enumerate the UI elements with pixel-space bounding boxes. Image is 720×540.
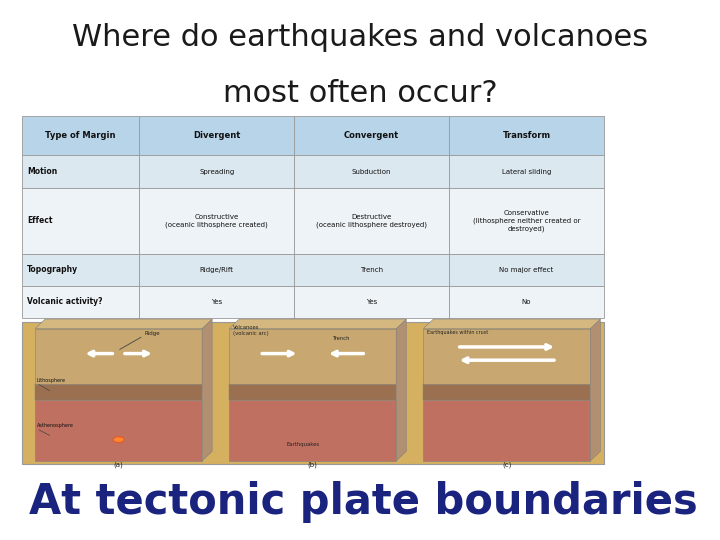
FancyBboxPatch shape — [294, 286, 449, 318]
Text: Yes: Yes — [366, 299, 377, 305]
Polygon shape — [590, 319, 600, 461]
FancyBboxPatch shape — [423, 328, 590, 384]
FancyBboxPatch shape — [22, 286, 140, 318]
Text: Where do earthquakes and volcanoes: Where do earthquakes and volcanoes — [72, 23, 648, 52]
Polygon shape — [35, 319, 212, 328]
Polygon shape — [423, 319, 600, 328]
FancyBboxPatch shape — [294, 156, 449, 187]
FancyBboxPatch shape — [449, 116, 604, 156]
Text: Ridge/Rift: Ridge/Rift — [200, 267, 234, 273]
Text: Subduction: Subduction — [352, 168, 392, 174]
FancyBboxPatch shape — [294, 187, 449, 254]
FancyBboxPatch shape — [35, 384, 202, 400]
FancyBboxPatch shape — [35, 400, 202, 461]
FancyArrowPatch shape — [464, 358, 554, 362]
Text: Motion: Motion — [27, 167, 57, 176]
FancyBboxPatch shape — [229, 400, 396, 461]
FancyArrowPatch shape — [333, 352, 364, 356]
FancyArrowPatch shape — [459, 345, 550, 349]
FancyBboxPatch shape — [449, 187, 604, 254]
Text: (c): (c) — [502, 462, 511, 469]
Text: Effect: Effect — [27, 216, 53, 225]
Text: At tectonic plate boundaries: At tectonic plate boundaries — [29, 481, 698, 523]
FancyBboxPatch shape — [140, 156, 294, 187]
FancyBboxPatch shape — [22, 322, 604, 464]
Text: Earthquakes: Earthquakes — [286, 442, 319, 447]
Text: Yes: Yes — [211, 299, 222, 305]
Text: Lateral sliding: Lateral sliding — [502, 168, 552, 174]
Text: most often occur?: most often occur? — [222, 79, 498, 109]
FancyBboxPatch shape — [22, 254, 140, 286]
FancyBboxPatch shape — [22, 156, 140, 187]
FancyBboxPatch shape — [140, 187, 294, 254]
FancyBboxPatch shape — [294, 254, 449, 286]
FancyBboxPatch shape — [22, 187, 140, 254]
FancyArrowPatch shape — [125, 352, 148, 356]
FancyBboxPatch shape — [140, 116, 294, 156]
Circle shape — [113, 437, 124, 442]
FancyBboxPatch shape — [294, 116, 449, 156]
Text: Trench: Trench — [360, 267, 383, 273]
FancyBboxPatch shape — [35, 328, 202, 384]
Text: Topography: Topography — [27, 265, 78, 274]
Text: Spreading: Spreading — [199, 168, 235, 174]
Text: Conservative
(lithosphere neither created or
destroyed): Conservative (lithosphere neither create… — [473, 210, 580, 232]
Text: Divergent: Divergent — [193, 131, 240, 140]
Text: Volcanoes
(volcanic arc): Volcanoes (volcanic arc) — [233, 326, 269, 336]
Text: No major effect: No major effect — [500, 267, 554, 273]
FancyBboxPatch shape — [449, 286, 604, 318]
FancyBboxPatch shape — [22, 116, 140, 156]
Text: Convergent: Convergent — [344, 131, 400, 140]
Text: Type of Margin: Type of Margin — [45, 131, 116, 140]
Text: (a): (a) — [114, 462, 124, 469]
Text: Lithosphere: Lithosphere — [37, 379, 66, 383]
Polygon shape — [396, 319, 406, 461]
Text: Asthenosphere: Asthenosphere — [37, 423, 73, 428]
FancyArrowPatch shape — [262, 352, 293, 356]
FancyBboxPatch shape — [229, 328, 396, 384]
FancyBboxPatch shape — [140, 286, 294, 318]
Text: Constructive
(oceanic lithosphere created): Constructive (oceanic lithosphere create… — [166, 214, 269, 228]
Text: Volcanic activity?: Volcanic activity? — [27, 298, 102, 307]
Text: (b): (b) — [308, 462, 318, 469]
Text: Destructive
(oceanic lithosphere destroyed): Destructive (oceanic lithosphere destroy… — [316, 214, 427, 228]
FancyBboxPatch shape — [423, 400, 590, 461]
FancyBboxPatch shape — [140, 254, 294, 286]
Polygon shape — [229, 319, 406, 328]
Text: Earthquakes within crust: Earthquakes within crust — [427, 330, 488, 335]
FancyBboxPatch shape — [423, 384, 590, 400]
Text: Trench: Trench — [333, 336, 351, 341]
FancyArrowPatch shape — [89, 352, 112, 356]
Text: Ridge: Ridge — [145, 331, 161, 336]
FancyBboxPatch shape — [449, 254, 604, 286]
Text: No: No — [522, 299, 531, 305]
FancyBboxPatch shape — [229, 384, 396, 400]
FancyBboxPatch shape — [449, 156, 604, 187]
Polygon shape — [202, 319, 212, 461]
Text: Transform: Transform — [503, 131, 551, 140]
